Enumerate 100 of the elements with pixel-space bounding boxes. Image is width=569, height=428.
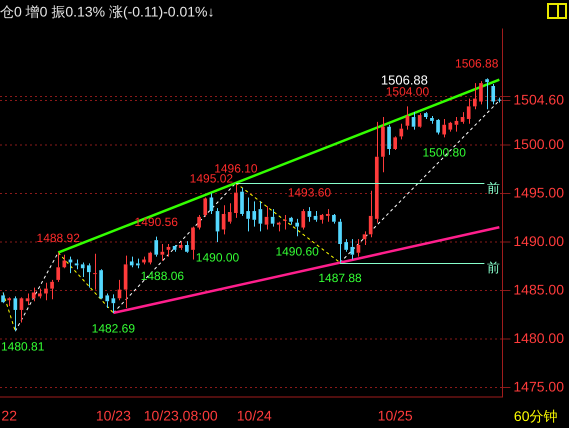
candlestick xyxy=(356,238,360,258)
candlestick xyxy=(497,97,502,103)
candlestick xyxy=(448,121,452,132)
candlestick xyxy=(466,98,471,124)
candlestick xyxy=(118,279,122,301)
candlestick xyxy=(418,112,422,128)
annotation: 1506.88 xyxy=(380,72,428,88)
candlestick xyxy=(460,112,464,124)
candlestick xyxy=(326,208,330,222)
candlestick xyxy=(44,282,48,301)
text: 60分钟 xyxy=(514,408,558,424)
candlestick xyxy=(295,218,299,237)
candlestick xyxy=(264,206,268,230)
candlestick xyxy=(412,112,416,130)
candlestick xyxy=(56,252,60,282)
candlestick xyxy=(301,208,306,230)
candlestick xyxy=(246,196,250,232)
y-tick-label: 1490.00 xyxy=(513,232,564,249)
candlestick xyxy=(314,210,318,222)
y-tick-label: 1500.00 xyxy=(513,136,564,152)
candlestick xyxy=(485,78,489,110)
candlestick xyxy=(276,221,281,232)
candlestick xyxy=(87,262,91,288)
candlestick xyxy=(222,204,226,235)
y-tick-label: 1504.60 xyxy=(513,91,564,108)
candlestick xyxy=(26,292,30,306)
candlestick xyxy=(1,292,5,304)
candlestick xyxy=(74,259,78,270)
candlestick xyxy=(308,206,312,222)
annotation: 1490.00 xyxy=(196,250,240,264)
candlestick xyxy=(406,106,410,130)
candlestick xyxy=(442,118,446,138)
candlestick xyxy=(270,208,274,228)
candlestick xyxy=(142,256,146,265)
candlestick xyxy=(124,255,128,309)
annotation: 1482.69 xyxy=(92,321,136,336)
candlestick xyxy=(350,238,354,260)
ref-line-label: 前 xyxy=(486,260,500,276)
candlestick xyxy=(320,213,324,224)
chart-title: 仓0 增0 振0.13% 涨(-0.11)-0.01%↓ xyxy=(0,3,214,20)
candlestick xyxy=(338,218,342,264)
candlestick xyxy=(7,296,12,307)
candlestick xyxy=(436,118,440,135)
annotation: 1504.00 xyxy=(386,84,430,99)
annotation: 1506.88 xyxy=(455,56,499,71)
annotation: 1480.81 xyxy=(1,339,45,354)
x-tick-label: 10/23 xyxy=(96,407,132,424)
candlestick xyxy=(234,182,238,218)
candlestick xyxy=(228,202,232,224)
candlestick xyxy=(472,82,477,110)
candlestick xyxy=(258,200,262,232)
candlestick xyxy=(344,238,348,252)
candlestick xyxy=(80,262,85,278)
candlestick xyxy=(136,258,140,269)
candlestick xyxy=(252,200,256,228)
candlestick xyxy=(38,288,42,299)
candlestick xyxy=(32,287,36,302)
candlestick xyxy=(424,112,428,120)
candlestick xyxy=(430,116,434,124)
candlestick xyxy=(62,254,66,269)
candlestick xyxy=(374,121,379,224)
candlestick xyxy=(283,214,287,230)
candlestick xyxy=(240,187,244,216)
candlestick xyxy=(203,196,208,218)
x-tick-label: 22 xyxy=(1,407,18,424)
candlestick xyxy=(210,192,214,214)
y-tick-label: 1480.00 xyxy=(513,330,564,346)
annotation: 1500.80 xyxy=(422,146,466,160)
annotation: 1487.88 xyxy=(318,270,362,285)
candlestick xyxy=(289,216,293,226)
annotation: 1490.60 xyxy=(275,244,320,259)
candlestick xyxy=(99,268,103,300)
annotation: 1490.56 xyxy=(134,214,178,229)
candlestick xyxy=(393,136,398,150)
candlestick xyxy=(216,208,220,243)
candlestick xyxy=(178,240,183,250)
candlestick xyxy=(479,80,483,105)
candlestick xyxy=(399,123,404,140)
candlestick xyxy=(491,84,496,105)
candlestick xyxy=(50,279,54,300)
candlestick xyxy=(381,116,385,173)
x-tick-label: 10/23,08:00 xyxy=(144,407,218,424)
candlestick xyxy=(387,124,391,156)
candlestick xyxy=(191,226,195,260)
y-tick-label: 1485.00 xyxy=(513,281,564,298)
y-tick-label: 1475.00 xyxy=(513,378,564,394)
candlestick xyxy=(166,244,170,258)
candlestick xyxy=(332,213,336,224)
candlestick xyxy=(185,240,189,254)
x-tick-label: 10/25 xyxy=(378,407,413,424)
candlestick xyxy=(362,230,366,246)
candlestick xyxy=(172,244,176,252)
candlestick xyxy=(368,190,373,238)
annotation: 1493.60 xyxy=(288,185,332,200)
x-tick-label: 10/24 xyxy=(236,407,272,424)
candlestick xyxy=(130,256,134,268)
ref-line-label: 前 xyxy=(486,180,500,196)
annotation: 1488.06 xyxy=(140,269,184,284)
candlestick xyxy=(454,116,458,132)
candlestick xyxy=(105,292,110,309)
